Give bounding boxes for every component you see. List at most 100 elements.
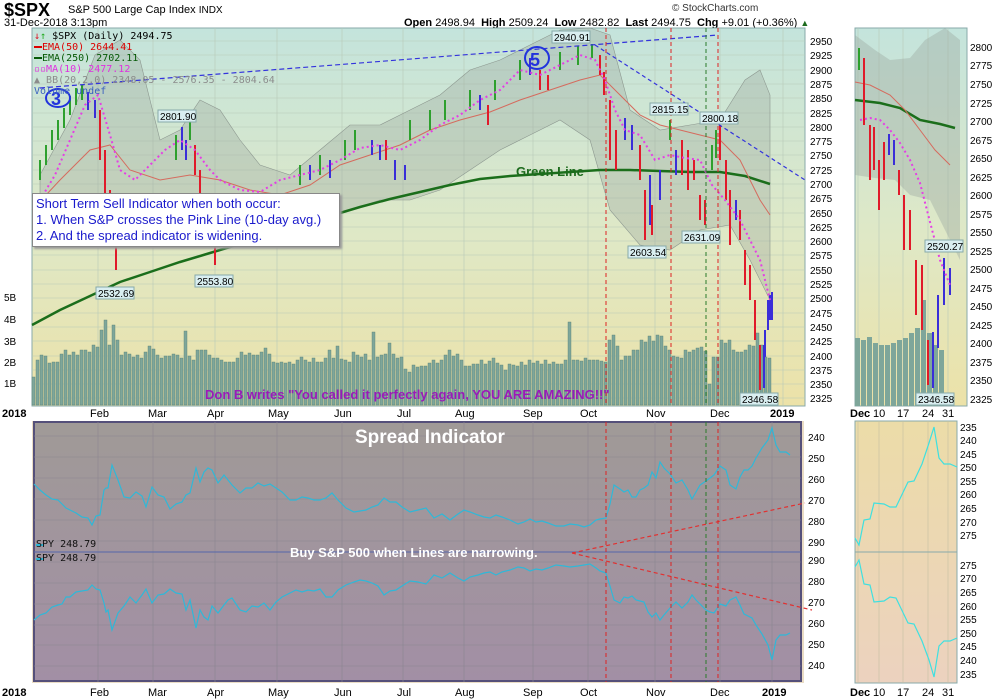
svg-text:Nov: Nov <box>646 687 666 699</box>
svg-text:260: 260 <box>960 490 977 501</box>
change-value: +9.01 (+0.36%) <box>721 17 798 29</box>
svg-text:2775: 2775 <box>970 61 993 72</box>
svg-text:Feb: Feb <box>90 408 109 420</box>
sell-indicator-note: Short Term Sell Indicator when both occu… <box>32 193 340 247</box>
svg-text:265: 265 <box>960 588 977 599</box>
svg-text:2325: 2325 <box>810 394 833 405</box>
svg-text:250: 250 <box>960 463 977 474</box>
svg-text:2800: 2800 <box>970 43 993 54</box>
svg-text:250: 250 <box>808 640 825 651</box>
spread-title: Spread Indicator <box>355 427 505 448</box>
svg-text:Feb: Feb <box>90 687 109 699</box>
svg-text:2650: 2650 <box>810 209 833 220</box>
svg-text:Dec: Dec <box>850 408 870 420</box>
svg-text:2950: 2950 <box>810 37 833 48</box>
svg-text:2725: 2725 <box>810 166 833 177</box>
spread-legend-1: SPY 248.79 <box>36 539 97 550</box>
svg-text:Mar: Mar <box>148 408 167 420</box>
svg-text:5: 5 <box>530 50 540 70</box>
svg-text:4B: 4B <box>4 315 17 326</box>
svg-text:24: 24 <box>922 687 934 699</box>
svg-text:2815.15: 2815.15 <box>652 105 689 116</box>
svg-text:24: 24 <box>922 408 934 420</box>
up-arrow-icon: ▲ <box>800 18 810 28</box>
svg-text:2450: 2450 <box>970 302 993 313</box>
svg-text:240: 240 <box>960 656 977 667</box>
svg-text:2603.54: 2603.54 <box>630 248 667 259</box>
svg-text:2500: 2500 <box>810 294 833 305</box>
svg-text:2575: 2575 <box>970 210 993 221</box>
svg-text:260: 260 <box>808 619 825 630</box>
ema50-line <box>31 74 771 216</box>
svg-text:2550: 2550 <box>970 228 993 239</box>
svg-text:270: 270 <box>808 496 825 507</box>
legend-ema250: EMA(250) 2702.11 <box>42 53 139 64</box>
svg-text:255: 255 <box>960 615 977 626</box>
svg-text:Aug: Aug <box>455 408 475 420</box>
svg-text:2900: 2900 <box>810 66 833 77</box>
svg-text:May: May <box>268 687 289 699</box>
chart-symbol: $SPX <box>4 0 51 20</box>
inset-spread-panel <box>854 420 958 684</box>
svg-text:Oct: Oct <box>580 408 597 420</box>
svg-text:Jul: Jul <box>397 687 411 699</box>
svg-text:235: 235 <box>960 670 977 681</box>
svg-text:Sep: Sep <box>523 408 543 420</box>
svg-text:2400: 2400 <box>810 352 833 363</box>
inset-price-y-axis: 2800 2775 2750 2725 2700 2675 2650 2625 2600 25… <box>970 43 993 406</box>
svg-text:31: 31 <box>942 687 954 699</box>
index-name: S&P 500 Large Cap Index <box>68 4 196 16</box>
svg-text:2475: 2475 <box>970 284 993 295</box>
last-value: 2494.75 <box>651 17 691 29</box>
svg-text:2925: 2925 <box>810 51 833 62</box>
svg-text:2625: 2625 <box>970 173 993 184</box>
legend-volume: Volume undef <box>34 86 107 97</box>
svg-text:1B: 1B <box>4 379 17 390</box>
svg-text:2631.09: 2631.09 <box>684 233 721 244</box>
legend-bb: BB(20,2.0) 2348.05 - 2576.35 - 2804.64 <box>46 75 275 86</box>
low-value: 2482.82 <box>579 17 620 29</box>
svg-text:245: 245 <box>960 450 977 461</box>
svg-text:2350: 2350 <box>970 376 993 387</box>
svg-text:2850: 2850 <box>810 94 833 105</box>
svg-text:2600: 2600 <box>810 237 833 248</box>
svg-text:2375: 2375 <box>970 358 993 369</box>
exchange-label: INDX <box>198 5 223 16</box>
svg-text:2675: 2675 <box>810 194 833 205</box>
svg-text:2801.90: 2801.90 <box>160 112 197 123</box>
svg-text:2600: 2600 <box>970 191 993 202</box>
wave-5-marker: 5 <box>524 46 550 70</box>
svg-text:2532.69: 2532.69 <box>98 289 135 300</box>
svg-text:270: 270 <box>960 518 977 529</box>
svg-text:Dec: Dec <box>710 687 730 699</box>
svg-text:Dec: Dec <box>850 687 870 699</box>
svg-text:2800: 2800 <box>810 123 833 134</box>
svg-text:290: 290 <box>808 556 825 567</box>
inset-spread-y-axis: 235 240 245 250 255 260 265 270 275 275 270 265 2… <box>960 423 977 681</box>
spread-legend-2: SPY 248.79 <box>36 553 97 564</box>
svg-text:2675: 2675 <box>970 136 993 147</box>
svg-text:255: 255 <box>960 477 977 488</box>
svg-text:2700: 2700 <box>810 180 833 191</box>
svg-text:2346.58: 2346.58 <box>742 395 779 406</box>
svg-text:2375: 2375 <box>810 366 833 377</box>
svg-text:260: 260 <box>808 475 825 486</box>
buy-note: Buy S&P 500 when Lines are narrowing. <box>290 545 538 560</box>
svg-text:2425: 2425 <box>970 321 993 332</box>
svg-text:2575: 2575 <box>810 251 833 262</box>
brand-watermark: © StockCharts.com <box>672 3 759 14</box>
chart-name: S&P 500 Large Cap Index INDX <box>68 4 223 16</box>
svg-text:Sep: Sep <box>523 687 543 699</box>
svg-text:Apr: Apr <box>207 408 224 420</box>
inset-price-x-axis: Dec 10 17 24 31 <box>850 408 954 420</box>
svg-text:2553.80: 2553.80 <box>197 277 234 288</box>
svg-text:2425: 2425 <box>810 337 833 348</box>
svg-text:5B: 5B <box>4 293 17 304</box>
svg-text:3: 3 <box>51 89 61 109</box>
svg-text:240: 240 <box>808 433 825 444</box>
svg-text:Jul: Jul <box>397 408 411 420</box>
svg-text:290: 290 <box>808 538 825 549</box>
svg-text:17: 17 <box>897 687 909 699</box>
chart-datetime: 31-Dec-2018 3:13pm <box>4 17 108 29</box>
